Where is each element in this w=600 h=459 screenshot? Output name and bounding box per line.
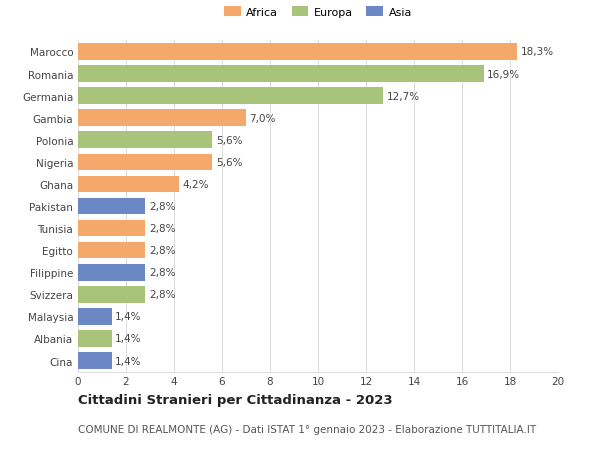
Bar [78, 110, 246, 127]
Bar [78, 132, 212, 149]
Text: 4,2%: 4,2% [182, 179, 209, 190]
Bar [78, 176, 179, 193]
Text: 18,3%: 18,3% [521, 47, 554, 57]
Text: 2,8%: 2,8% [149, 246, 175, 256]
Bar [78, 66, 484, 83]
Text: 1,4%: 1,4% [115, 312, 142, 322]
Text: 12,7%: 12,7% [386, 91, 419, 101]
Text: 16,9%: 16,9% [487, 69, 520, 79]
Text: 5,6%: 5,6% [216, 135, 242, 146]
Bar [78, 264, 145, 281]
Text: 5,6%: 5,6% [216, 157, 242, 168]
Text: 1,4%: 1,4% [115, 334, 142, 344]
Text: Cittadini Stranieri per Cittadinanza - 2023: Cittadini Stranieri per Cittadinanza - 2… [78, 393, 392, 406]
Text: 2,8%: 2,8% [149, 202, 175, 212]
Bar [78, 44, 517, 61]
Bar [78, 286, 145, 303]
Bar [78, 198, 145, 215]
Text: 2,8%: 2,8% [149, 290, 175, 300]
Bar [78, 308, 112, 325]
Bar [78, 154, 212, 171]
Legend: Africa, Europa, Asia: Africa, Europa, Asia [224, 7, 412, 18]
Text: 2,8%: 2,8% [149, 224, 175, 234]
Text: COMUNE DI REALMONTE (AG) - Dati ISTAT 1° gennaio 2023 - Elaborazione TUTTITALIA.: COMUNE DI REALMONTE (AG) - Dati ISTAT 1°… [78, 424, 536, 434]
Bar [78, 242, 145, 259]
Text: 1,4%: 1,4% [115, 356, 142, 366]
Bar [78, 330, 112, 347]
Text: 7,0%: 7,0% [250, 113, 276, 123]
Bar [78, 220, 145, 237]
Bar [78, 353, 112, 369]
Bar [78, 88, 383, 105]
Text: 2,8%: 2,8% [149, 268, 175, 278]
